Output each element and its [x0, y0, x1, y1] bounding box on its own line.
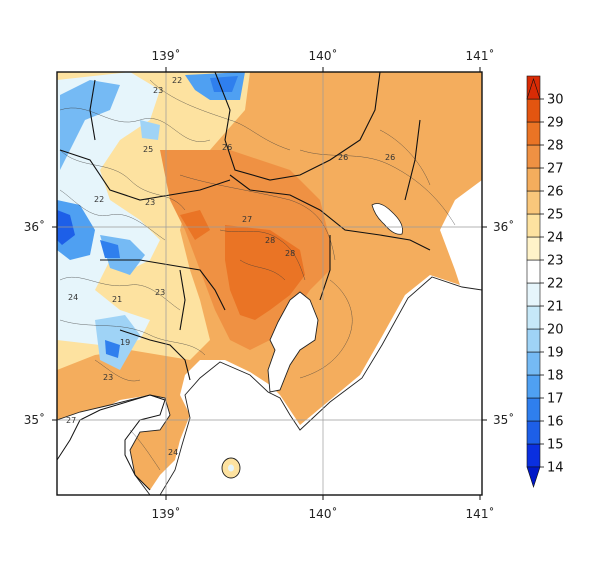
mountain-snow-zone: [57, 72, 160, 345]
mountain-deep-blue-3: [210, 76, 238, 92]
lon-tick-label-bottom: 139˚: [152, 506, 181, 521]
colorbar-label: 27: [547, 162, 564, 177]
contour-label-group: 22 23 25 26 26 27 28 28 22 23 24 21 19 2…: [66, 76, 395, 457]
lon-tick-label-bottom: 141˚: [466, 506, 495, 521]
contour-label: 26: [222, 143, 232, 152]
contour-label: 24: [168, 448, 178, 457]
contour-label: 23: [153, 86, 163, 95]
colorbar-max-arrow: [526, 78, 541, 100]
colorbar-label: 24: [547, 231, 564, 246]
mountain-deep-blue-2: [100, 240, 120, 258]
mountain-blue-zone-1: [60, 80, 120, 170]
mountain-deep-blue-4: [105, 340, 120, 358]
contour-label: 27: [66, 416, 76, 425]
colorbar-label: 23: [547, 254, 564, 269]
map-plot-area: 22 23 25 26 26 27 28 28 22 23 24 21 19 2…: [57, 72, 482, 495]
contour-label: 25: [143, 145, 153, 154]
colorbar-label: 18: [547, 369, 564, 384]
colorbar-label: 16: [547, 415, 564, 430]
colorbar-segment: [526, 121, 541, 146]
contour-label: 23: [155, 288, 165, 297]
colorbar-label: 20: [547, 323, 564, 338]
island-core: [228, 464, 234, 472]
contour-label: 19: [120, 338, 130, 347]
lon-tick-label-top: 139˚: [152, 48, 181, 63]
contour-label: 23: [145, 198, 155, 207]
lat-tick-label-right: 36˚: [493, 219, 514, 234]
colorbar-label: 26: [547, 185, 564, 200]
colorbar-segment: [526, 397, 541, 422]
colorbar: 14 15 16 17 18 19 20 21 22 23 24 25 26 27 28 29 30: [526, 75, 564, 488]
colorbar-label: 28: [547, 139, 564, 154]
tokyo-bay: [267, 291, 319, 393]
colorbar-segment: [526, 351, 541, 376]
contour-label: 26: [338, 153, 348, 162]
pacific-ocean: [159, 276, 482, 495]
colorbar-segment: [526, 328, 541, 353]
axis-ticks: [52, 67, 487, 500]
colorbar-segment: [526, 167, 541, 192]
colorbar-label: 21: [547, 300, 564, 315]
mountain-deep-blue-1: [57, 210, 75, 245]
colorbar-segment: [526, 213, 541, 238]
colorbar-label: 25: [547, 208, 564, 223]
mountain-blue-zone-6: [140, 120, 160, 140]
lon-tick-label-top: 140˚: [309, 48, 338, 63]
hot-patch: [180, 210, 210, 240]
colorbar-label: 15: [547, 438, 564, 453]
colorbar-label: 14: [547, 461, 564, 476]
contour-label: 22: [172, 76, 182, 85]
contour-label: 24: [68, 293, 78, 302]
contour-label: 21: [112, 295, 122, 304]
map-gridlines: [57, 72, 482, 495]
contour-label: 23: [103, 373, 113, 382]
lake: [371, 203, 403, 235]
colorbar-segment: [526, 259, 541, 284]
contour-label: 26: [385, 153, 395, 162]
contour-label: 27: [242, 215, 252, 224]
colorbar-label: 19: [547, 346, 564, 361]
lon-tick-label-bottom: 140˚: [309, 506, 338, 521]
colorbar-label: 30: [547, 93, 564, 108]
colorbar-label: 22: [547, 277, 564, 292]
contour-label: 22: [94, 195, 104, 204]
colorbar-segment: [526, 98, 541, 123]
contour-label: 28: [265, 236, 275, 245]
colorbar-segment: [526, 420, 541, 445]
contour-lines: [59, 79, 456, 471]
colorbar-min-arrow: [526, 466, 541, 488]
colorbar-segment: [526, 236, 541, 261]
colorbar-segment: [526, 374, 541, 399]
prefecture-boundaries: [59, 72, 431, 381]
colorbar-segment: [526, 282, 541, 307]
colorbar-segment: [526, 443, 541, 468]
lat-tick-label-right: 35˚: [493, 412, 514, 427]
hottest-plain-zone: [225, 225, 305, 320]
colorbar-segment: [526, 144, 541, 169]
colorbar-label: 29: [547, 116, 564, 131]
colorbar-label: 17: [547, 392, 564, 407]
contour-label: 28: [285, 249, 295, 258]
lon-tick-label-top: 141˚: [466, 48, 495, 63]
colorbar-segment: [526, 305, 541, 330]
map-frame: [56, 71, 483, 496]
lat-tick-label-left: 35˚: [24, 412, 45, 427]
coastline: [57, 394, 166, 491]
colorbar-segment: [526, 190, 541, 215]
lat-tick-label-left: 36˚: [24, 219, 45, 234]
mountain-blue-zone-4: [95, 315, 140, 370]
